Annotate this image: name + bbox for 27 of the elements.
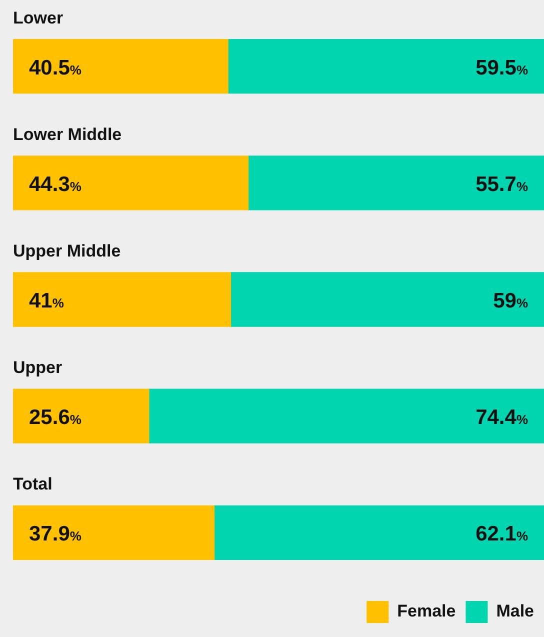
y-tick-label: Upper Middle (13, 242, 121, 260)
data-label: 55.7% (476, 172, 528, 196)
data-label: 44.3% (29, 172, 82, 196)
bar (13, 272, 232, 327)
bar (228, 38, 544, 94)
legend-label: Male (496, 602, 534, 621)
y-tick-label: Upper (13, 358, 62, 378)
data-label: 25.6% (29, 406, 82, 430)
legend-label: Female (397, 602, 456, 621)
data-label: 62.1% (476, 522, 528, 546)
bar (230, 272, 544, 327)
bar (13, 156, 249, 210)
bar (148, 388, 544, 444)
bar (13, 505, 215, 560)
y-tick-label: Lower Middle (13, 124, 122, 144)
bar (13, 388, 150, 444)
data-label: 74.4% (476, 406, 528, 430)
bar (13, 38, 228, 94)
bar (214, 505, 544, 560)
data-label: 41% (29, 290, 64, 312)
data-label: 59.5% (476, 56, 528, 80)
bar (248, 156, 544, 210)
data-label: 37.9% (29, 522, 82, 546)
y-tick-label: Total (13, 474, 52, 494)
y-tick-label: Lower (13, 8, 64, 28)
data-label: 59% (493, 290, 528, 312)
data-label: 40.5% (29, 56, 82, 80)
